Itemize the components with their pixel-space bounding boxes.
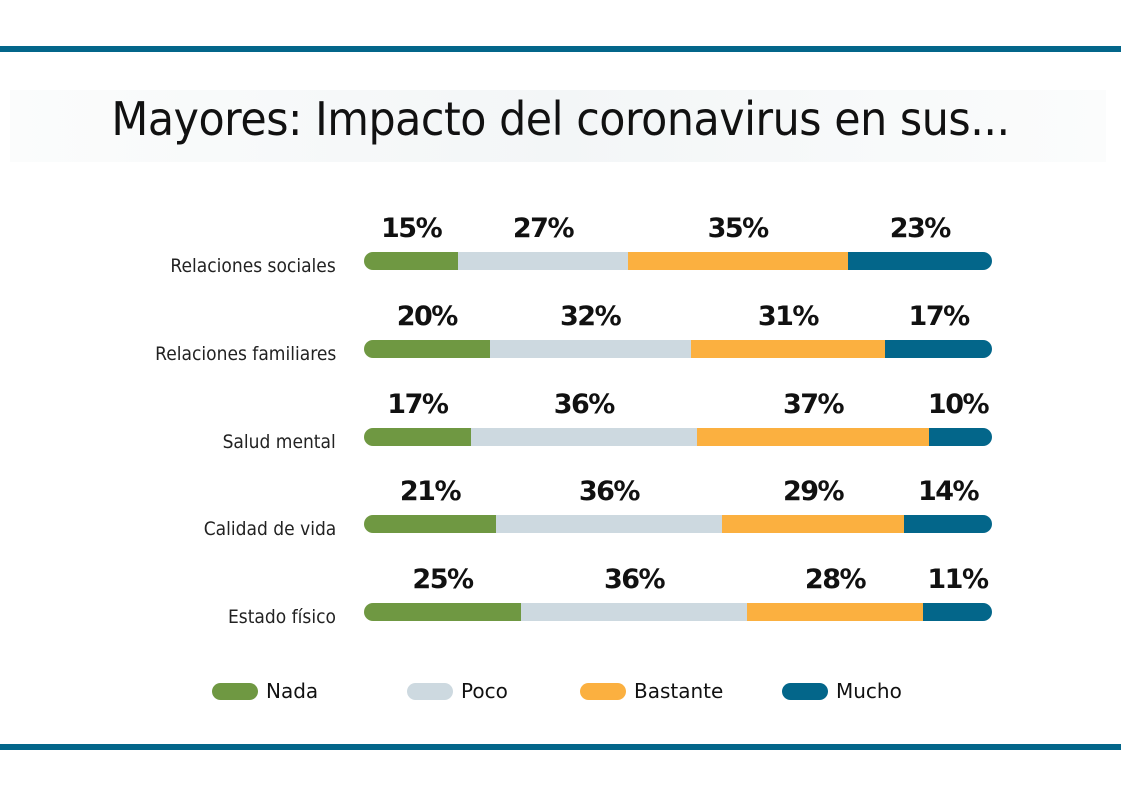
legend-swatch-icon — [212, 682, 258, 700]
title-band — [10, 90, 1106, 162]
legend-label: Bastante — [634, 679, 724, 703]
bar-segment-bastante — [721, 515, 905, 533]
bar-segment-mucho — [847, 252, 992, 270]
category-label: Estado físico — [228, 606, 336, 628]
data-label: 17% — [387, 389, 449, 420]
data-label: 14% — [917, 476, 980, 507]
category-label: Relaciones familiares — [154, 343, 336, 365]
chart-title: Mayores: Impacto del coronavirus en sus.… — [111, 92, 1010, 146]
data-label: 36% — [578, 476, 641, 507]
bottom-rule — [0, 744, 1121, 750]
bar-segment-poco — [521, 603, 748, 621]
bar-segment-nada — [364, 252, 459, 270]
legend-item-nada: Nada — [212, 679, 319, 703]
bar-segment-poco — [489, 340, 691, 358]
legend-item-poco: Poco — [407, 679, 508, 703]
top-rule — [0, 46, 1121, 52]
data-label: 28% — [804, 564, 867, 595]
bar-segment-mucho — [929, 428, 992, 446]
bar-segment-nada — [364, 340, 490, 358]
legend-label: Mucho — [836, 679, 902, 703]
category-label: Calidad de vida — [203, 518, 336, 540]
bar-segment-nada — [364, 515, 496, 533]
data-label: 36% — [553, 389, 616, 420]
data-label: 21% — [399, 476, 462, 507]
bar-segment-bastante — [627, 252, 848, 270]
bar-segment-nada — [364, 428, 471, 446]
bar-segment-mucho — [922, 603, 992, 621]
data-label: 32% — [560, 301, 622, 332]
legend-item-mucho: Mucho — [782, 679, 902, 703]
bar-segment-poco — [495, 515, 722, 533]
legend-swatch-icon — [407, 682, 453, 700]
bar-segment-mucho — [904, 515, 992, 533]
data-label: 11% — [927, 564, 989, 595]
data-label: 35% — [707, 213, 770, 244]
legend-swatch-icon — [782, 682, 828, 700]
data-label: 17% — [908, 301, 971, 332]
bar-segment-bastante — [696, 428, 930, 446]
data-label: 29% — [782, 476, 845, 507]
data-label: 15% — [381, 213, 443, 244]
data-label: 37% — [782, 389, 845, 420]
legend-item-bastante: Bastante — [580, 679, 724, 703]
bar-segment-bastante — [747, 603, 923, 621]
legend-label: Poco — [461, 679, 508, 703]
category-label: Salud mental — [222, 431, 336, 453]
legend-label: Nada — [266, 679, 319, 703]
bar-segment-nada — [364, 603, 521, 621]
data-label: 23% — [889, 213, 952, 244]
bar-segment-bastante — [690, 340, 886, 358]
data-label: 27% — [512, 213, 575, 244]
legend-swatch-icon — [580, 682, 626, 700]
data-label: 25% — [412, 564, 474, 595]
bar-segment-mucho — [885, 340, 992, 358]
bar-segment-poco — [458, 252, 628, 270]
bar-segment-poco — [470, 428, 697, 446]
data-label: 31% — [757, 301, 820, 332]
data-label: 20% — [396, 301, 459, 332]
data-label: 36% — [603, 564, 666, 595]
category-label: Relaciones sociales — [170, 255, 336, 277]
data-label: 10% — [927, 389, 990, 420]
